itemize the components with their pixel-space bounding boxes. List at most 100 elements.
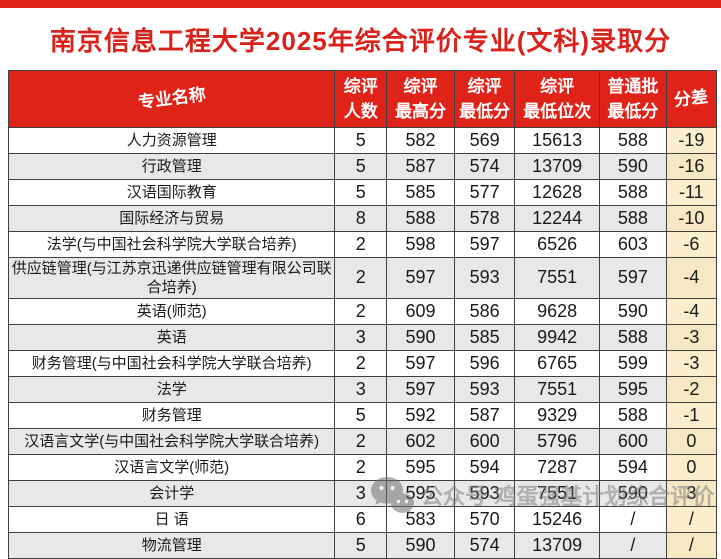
table-row: 英语(师范) 2 609 586 9628 590 -4 [7, 298, 718, 325]
admission-score-table: 专业名称 综评 人数 综评 最高分 综评 最低分 综评 最低位次 普通批 最低分… [7, 70, 718, 559]
top-border-strip [0, 0, 721, 8]
table-row: 英语 3 590 585 9942 588 -3 [7, 324, 718, 351]
table-row: 汉语言文学(师范) 2 595 594 7287 594 0 [7, 454, 718, 481]
cell-rank: 5796 [514, 428, 601, 455]
cell-max: 598 [386, 231, 456, 258]
cell-major: 会计学 [7, 480, 336, 507]
cell-max: 595 [386, 480, 456, 507]
cell-min: 574 [454, 153, 516, 180]
cell-major: 人力资源管理 [7, 127, 336, 154]
cell-rank: 15246 [514, 506, 601, 533]
cell-min: 600 [454, 428, 516, 455]
cell-count: 3 [334, 324, 388, 351]
cell-min: 569 [454, 127, 516, 154]
cell-count: 5 [334, 127, 388, 154]
cell-min: 577 [454, 179, 516, 206]
cell-diff: 0 [665, 428, 718, 455]
cell-diff: -19 [665, 127, 718, 154]
cell-regular: 590 [599, 480, 667, 507]
cell-diff: -6 [665, 231, 718, 258]
cell-regular: 599 [599, 350, 667, 377]
cell-diff: -4 [665, 257, 718, 299]
cell-min: 585 [454, 324, 516, 351]
cell-count: 5 [334, 179, 388, 206]
table-row: 日 语 6 583 570 15246 / / [7, 506, 718, 533]
cell-diff: -4 [665, 298, 718, 325]
col-header-diff: 分差 [665, 70, 718, 128]
cell-major: 供应链管理(与江苏京迅递供应链管理有限公司联合培养) [7, 257, 336, 299]
cell-diff: -11 [665, 179, 718, 206]
cell-count: 8 [334, 205, 388, 232]
cell-regular: 594 [599, 454, 667, 481]
cell-regular: 588 [599, 402, 667, 429]
cell-max: 609 [386, 298, 456, 325]
cell-min: 578 [454, 205, 516, 232]
cell-rank: 6526 [514, 231, 601, 258]
cell-major: 法学 [7, 376, 336, 403]
cell-count: 3 [334, 376, 388, 403]
col-header-zp-rank: 综评 最低位次 [514, 70, 601, 128]
cell-max: 590 [386, 532, 456, 559]
cell-regular: 588 [599, 324, 667, 351]
cell-min: 593 [454, 480, 516, 507]
cell-rank: 15613 [514, 127, 601, 154]
table-row: 国际经济与贸易 8 588 578 12244 588 -10 [7, 205, 718, 232]
cell-major: 汉语国际教育 [7, 179, 336, 206]
cell-max: 585 [386, 179, 456, 206]
cell-regular: 588 [599, 127, 667, 154]
cell-rank: 6765 [514, 350, 601, 377]
table-row: 财务管理(与中国社会科学院大学联合培养) 2 597 596 6765 599 … [7, 350, 718, 377]
cell-diff: -16 [665, 153, 718, 180]
cell-count: 2 [334, 350, 388, 377]
cell-min: 570 [454, 506, 516, 533]
col-header-zp-count: 综评 人数 [334, 70, 388, 128]
table-row: 物流管理 5 590 574 13709 / / [7, 532, 718, 559]
cell-diff: -3 [665, 350, 718, 377]
cell-regular: 600 [599, 428, 667, 455]
cell-min: 586 [454, 298, 516, 325]
cell-max: 597 [386, 257, 456, 299]
cell-rank: 12628 [514, 179, 601, 206]
cell-max: 590 [386, 324, 456, 351]
cell-diff: -2 [665, 376, 718, 403]
cell-major: 物流管理 [7, 532, 336, 559]
table-row: 人力资源管理 5 582 569 15613 588 -19 [7, 127, 718, 154]
cell-count: 2 [334, 231, 388, 258]
cell-major: 汉语言文学(与中国社会科学院大学联合培养) [7, 428, 336, 455]
cell-regular: / [599, 532, 667, 559]
cell-min: 593 [454, 257, 516, 299]
table-row: 会计学 3 595 593 7551 590 3 [7, 480, 718, 507]
cell-min: 594 [454, 454, 516, 481]
cell-diff: -10 [665, 205, 718, 232]
col-header-regular-min: 普通批 最低分 [599, 70, 667, 128]
table-row: 汉语国际教育 5 585 577 12628 588 -11 [7, 179, 718, 206]
cell-min: 593 [454, 376, 516, 403]
cell-count: 5 [334, 153, 388, 180]
table-row: 汉语言文学(与中国社会科学院大学联合培养) 2 602 600 5796 600… [7, 428, 718, 455]
cell-rank: 7551 [514, 257, 601, 299]
cell-count: 2 [334, 428, 388, 455]
cell-regular: 597 [599, 257, 667, 299]
cell-regular: 588 [599, 205, 667, 232]
cell-max: 582 [386, 127, 456, 154]
table-row: 供应链管理(与江苏京迅递供应链管理有限公司联合培养) 2 597 593 755… [7, 257, 718, 299]
cell-diff: / [665, 532, 718, 559]
cell-diff: -1 [665, 402, 718, 429]
cell-regular: / [599, 506, 667, 533]
cell-diff: / [665, 506, 718, 533]
cell-major: 国际经济与贸易 [7, 205, 336, 232]
cell-max: 588 [386, 205, 456, 232]
table-row: 行政管理 5 587 574 13709 590 -16 [7, 153, 718, 180]
cell-major: 日 语 [7, 506, 336, 533]
cell-rank: 9942 [514, 324, 601, 351]
cell-major: 财务管理(与中国社会科学院大学联合培养) [7, 350, 336, 377]
cell-count: 6 [334, 506, 388, 533]
table-row: 法学(与中国社会科学院大学联合培养) 2 598 597 6526 603 -6 [7, 231, 718, 258]
cell-count: 5 [334, 532, 388, 559]
cell-count: 3 [334, 480, 388, 507]
cell-rank: 13709 [514, 532, 601, 559]
cell-regular: 590 [599, 298, 667, 325]
cell-regular: 603 [599, 231, 667, 258]
cell-major: 英语(师范) [7, 298, 336, 325]
col-header-diff-label: 分差 [673, 87, 710, 111]
